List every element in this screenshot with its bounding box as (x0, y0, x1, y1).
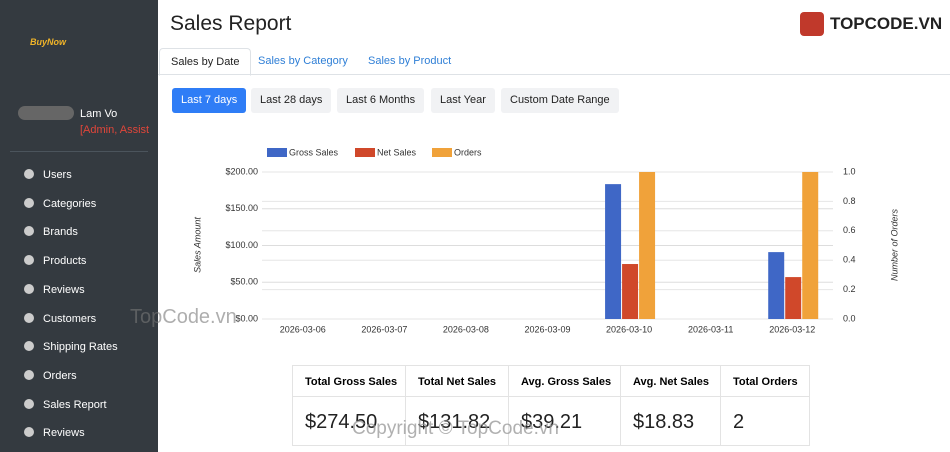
legend-swatch (432, 148, 452, 157)
range-button[interactable]: Last 7 days (172, 88, 247, 113)
y2-tick-label: 0.0 (843, 313, 856, 323)
menu-icon (24, 398, 34, 409)
y-tick-label: $150.00 (225, 203, 258, 213)
y-tick-label: $200.00 (225, 166, 258, 176)
y-tick-label: $50.00 (230, 277, 258, 287)
y-axis-title: Sales Amount (192, 217, 202, 273)
watermark: Copyright © TopCode.vn (352, 418, 559, 439)
menu-label: Shipping Rates (43, 341, 118, 354)
y2-tick-label: 1.0 (843, 166, 856, 176)
menu-icon (24, 197, 34, 208)
bar (802, 172, 819, 319)
range-button[interactable]: Last Year (431, 88, 495, 113)
y2-tick-label: 0.2 (843, 284, 856, 294)
user-roles: [Admin, Assist (80, 124, 150, 136)
menu-label: Reviews (43, 283, 85, 296)
x-tick-label: 2026-03-08 (443, 324, 489, 334)
divider (10, 151, 148, 152)
menu-label: Brands (43, 226, 78, 239)
menu-icon (24, 283, 34, 294)
menu-item[interactable]: Users (24, 169, 72, 181)
legend-label: Orders (454, 147, 482, 157)
range-button[interactable]: Custom Date Range (501, 88, 619, 113)
menu-label: Categories (43, 197, 97, 210)
x-tick-label: 2026-03-12 (769, 324, 815, 334)
menu-label: Sales Report (43, 398, 107, 411)
y-tick-label: $0.00 (235, 313, 258, 323)
header-cell: Total Orders (720, 365, 810, 397)
menu-label: Orders (43, 369, 77, 382)
range-button[interactable]: Last 28 days (251, 88, 332, 113)
value-cell: 2 (720, 396, 810, 446)
header-cell: Avg. Net Sales (620, 365, 721, 397)
menu-icon (24, 226, 34, 237)
watermark: TopCode.vn (130, 306, 237, 328)
logo[interactable]: BuyNow (30, 37, 66, 47)
header-cell: Total Net Sales (405, 365, 509, 397)
x-tick-label: 2026-03-10 (606, 324, 652, 334)
menu-icon (24, 341, 34, 352)
watermark-logo: TOPCODE.VN (830, 14, 943, 33)
menu-item[interactable]: Orders (24, 369, 77, 382)
legend-label: Gross Sales (289, 147, 339, 157)
legend-swatch (355, 148, 375, 157)
sidebar: BuyNow Lam Vo [Admin, Assist Users Catego… (0, 0, 158, 452)
menu-label: Reviews (43, 427, 85, 440)
menu-icon (24, 255, 34, 266)
menu-item[interactable]: Categories (24, 197, 97, 210)
bar (639, 172, 656, 319)
menu-item[interactable]: Shipping Rates (24, 341, 118, 353)
menu-icon (24, 427, 34, 438)
menu-item[interactable]: Products (24, 255, 86, 267)
menu-label: Customers (43, 312, 97, 325)
y2-tick-label: 0.6 (843, 225, 856, 235)
range-button[interactable]: Last 6 Months (337, 88, 425, 113)
menu-icon (24, 312, 34, 323)
x-tick-label: 2026-03-09 (524, 324, 570, 334)
bar (768, 252, 785, 319)
page-title: Sales Report (170, 12, 292, 35)
watermark-icon (800, 12, 824, 36)
bar (605, 184, 622, 319)
menu-label: Products (43, 255, 87, 268)
menu-item[interactable]: Brands (24, 226, 78, 238)
y2-tick-label: 0.8 (843, 196, 856, 206)
user-name[interactable]: Lam Vo (80, 108, 118, 120)
x-tick-label: 2026-03-07 (361, 324, 407, 334)
tab[interactable]: Sales by Product (368, 55, 452, 67)
x-tick-label: 2026-03-11 (688, 324, 733, 334)
x-tick-label: 2026-03-06 (280, 324, 326, 334)
bar (622, 264, 639, 319)
menu-label: Users (43, 169, 72, 181)
tab-line (158, 74, 950, 75)
tab[interactable]: Sales by Date (159, 48, 252, 76)
bar (785, 277, 802, 319)
menu-item[interactable]: Customers (24, 312, 97, 325)
header-cell: Avg. Gross Sales (508, 365, 621, 397)
legend-swatch (267, 148, 287, 157)
y2-tick-label: 0.4 (843, 255, 856, 265)
menu-item[interactable]: Sales Report (24, 398, 107, 411)
legend-label: Net Sales (377, 147, 417, 157)
avatar (18, 106, 74, 120)
menu-item[interactable]: Reviews (24, 427, 85, 439)
value-cell: $18.83 (620, 396, 721, 446)
tab[interactable]: Sales by Category (258, 55, 348, 67)
menu-icon (24, 169, 34, 179)
y2-axis-title: Number of Orders (889, 208, 899, 281)
menu-icon (24, 369, 34, 380)
menu-item[interactable]: Reviews (24, 283, 85, 296)
header-cell: Total Gross Sales (292, 365, 406, 397)
y-tick-label: $100.00 (225, 240, 258, 250)
